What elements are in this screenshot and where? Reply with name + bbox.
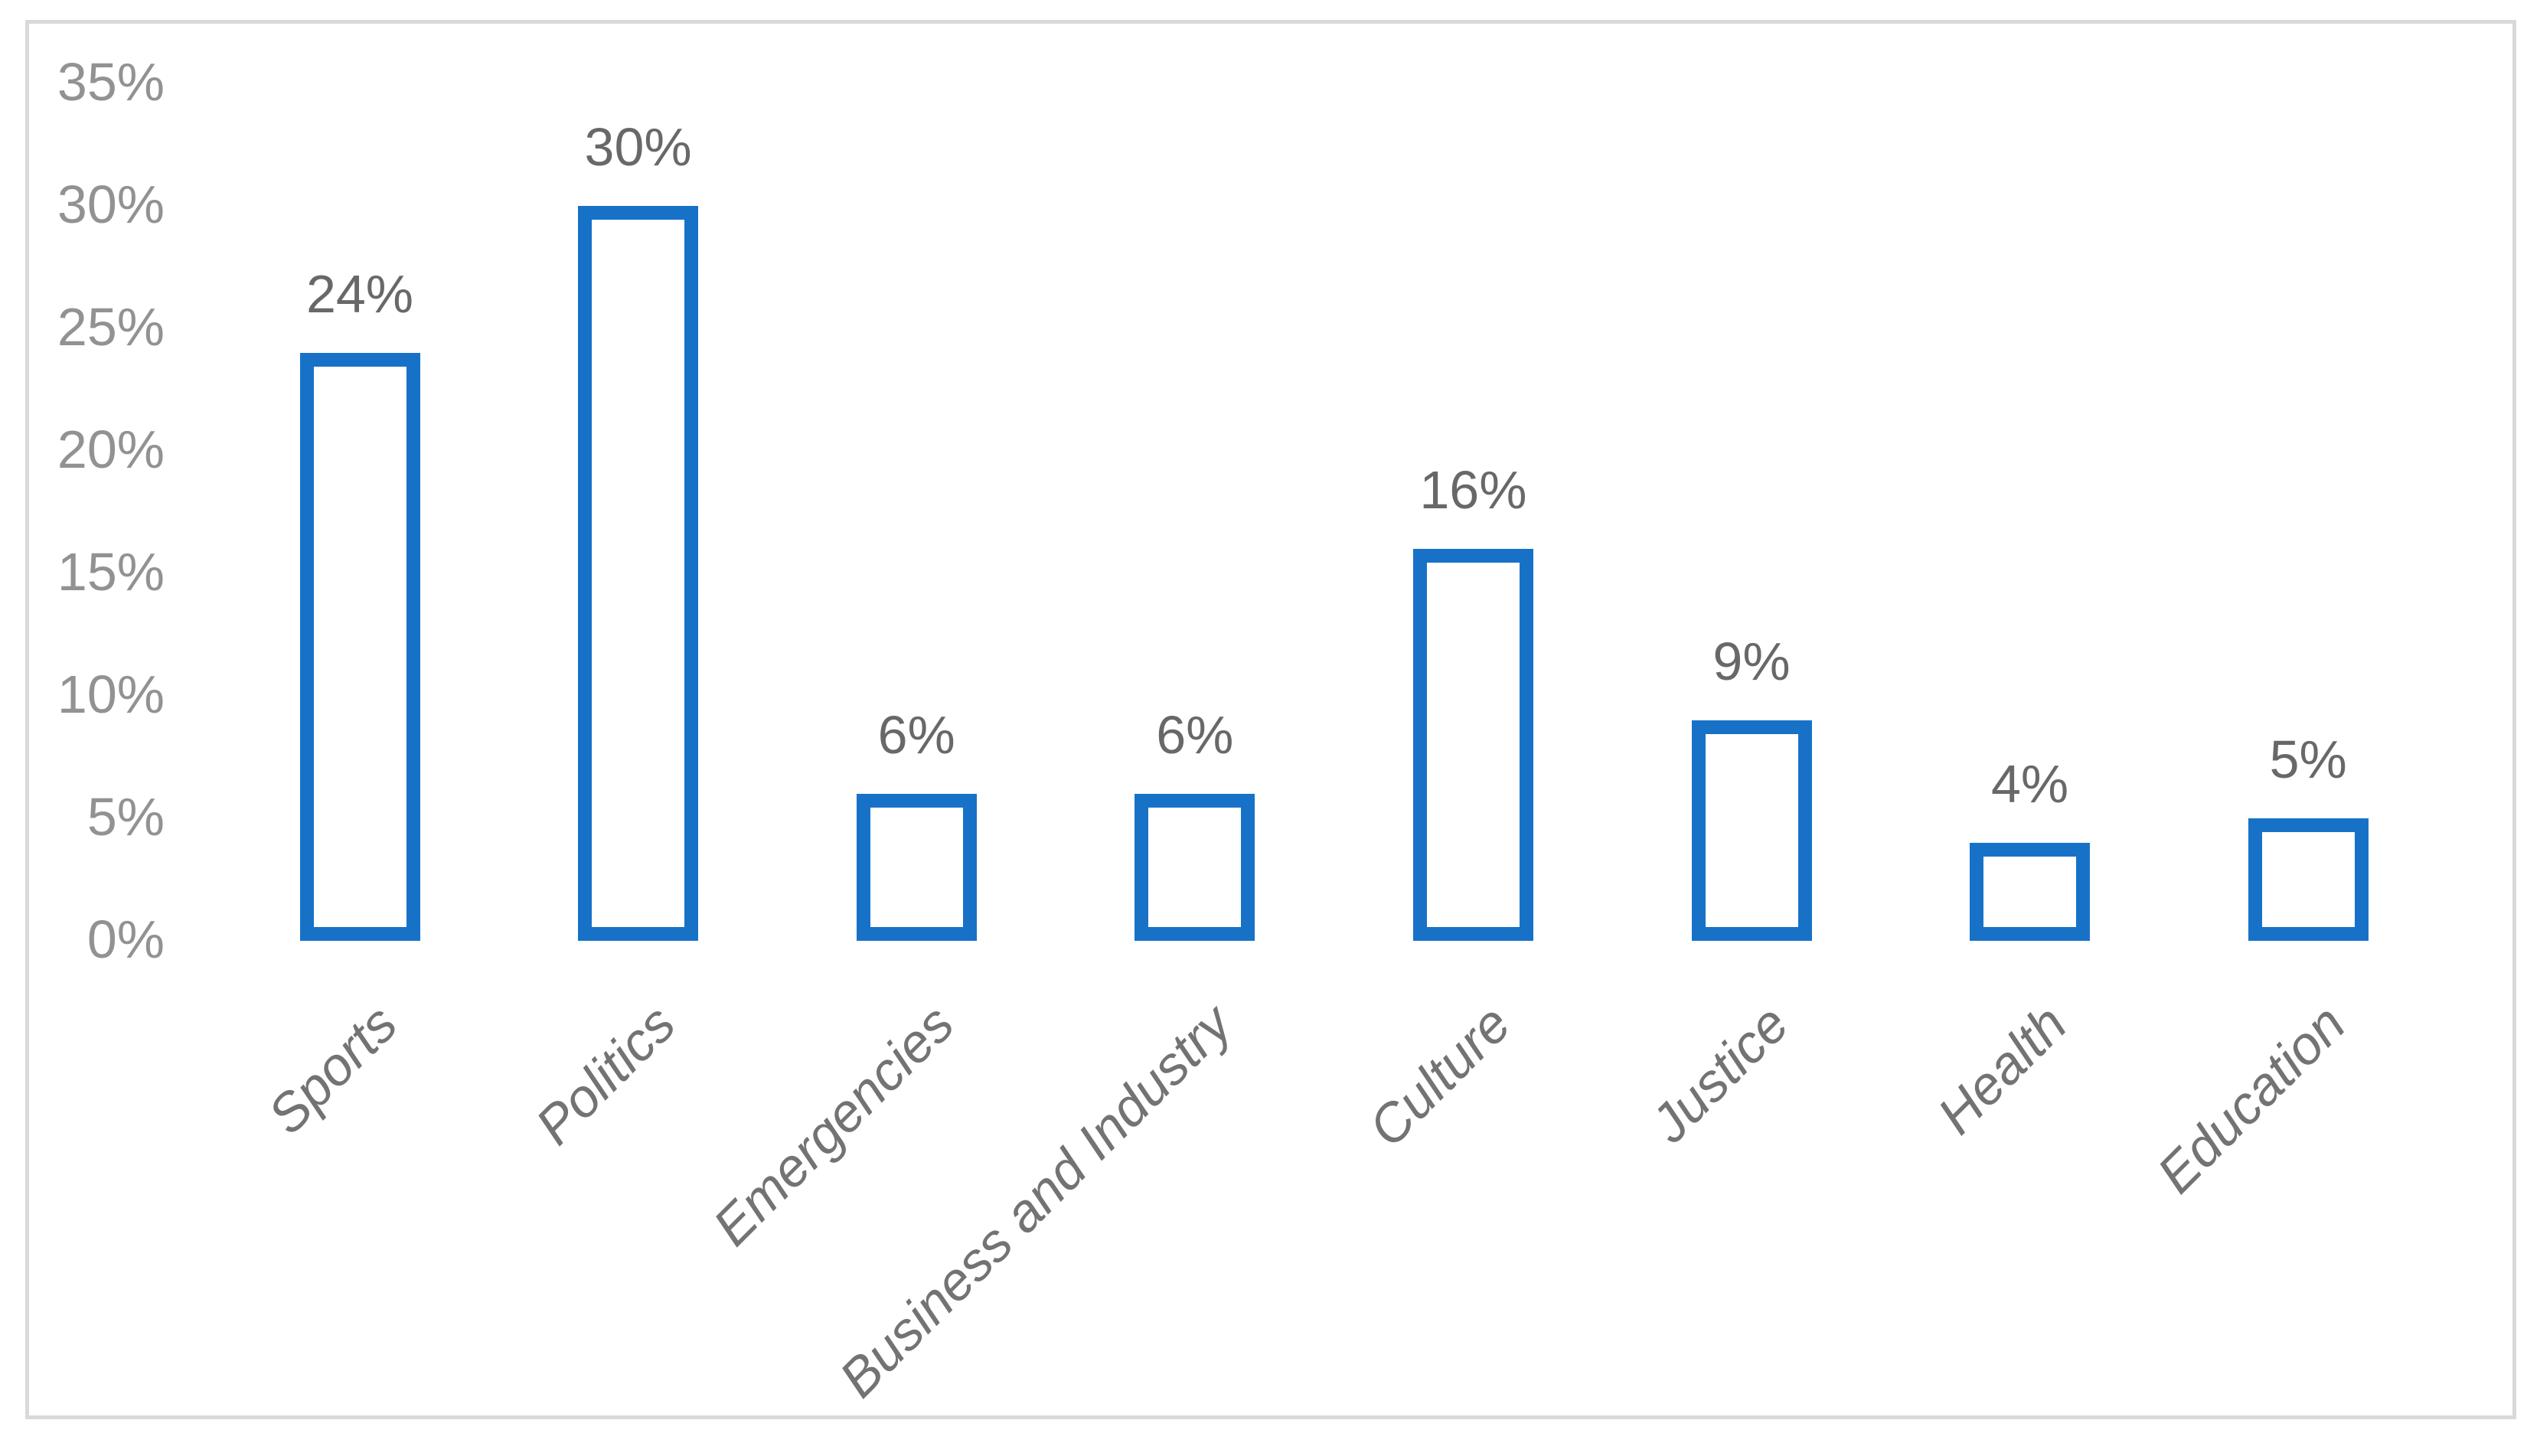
bar-politics (578, 206, 699, 941)
bar-value-label: 9% (1712, 632, 1791, 691)
bar-sports (299, 353, 420, 941)
y-tick-label: 15% (57, 542, 165, 602)
y-tick-label: 5% (87, 787, 165, 847)
bar-business-and-industry (1135, 794, 1255, 941)
y-tick-label: 35% (57, 52, 165, 112)
chart-frame (25, 20, 2516, 1419)
bar-value-label: 6% (1156, 705, 1234, 765)
bar-emergencies (856, 794, 977, 941)
bar-value-label: 16% (1419, 460, 1527, 520)
bar-value-label: 6% (877, 705, 955, 765)
bar-health (1970, 843, 2091, 941)
y-tick-label: 0% (87, 909, 165, 969)
bar-justice (1691, 720, 1812, 941)
y-tick-label: 25% (57, 297, 165, 357)
bar-value-label: 5% (2269, 730, 2347, 789)
y-tick-label: 30% (57, 175, 165, 234)
bar-value-label: 4% (1991, 754, 2069, 814)
bar-education (2248, 818, 2369, 941)
bar-value-label: 24% (305, 264, 414, 324)
y-tick-label: 10% (57, 664, 165, 724)
bar-culture (1412, 549, 1533, 941)
y-tick-label: 20% (57, 419, 165, 479)
bar-value-label: 30% (584, 117, 692, 177)
